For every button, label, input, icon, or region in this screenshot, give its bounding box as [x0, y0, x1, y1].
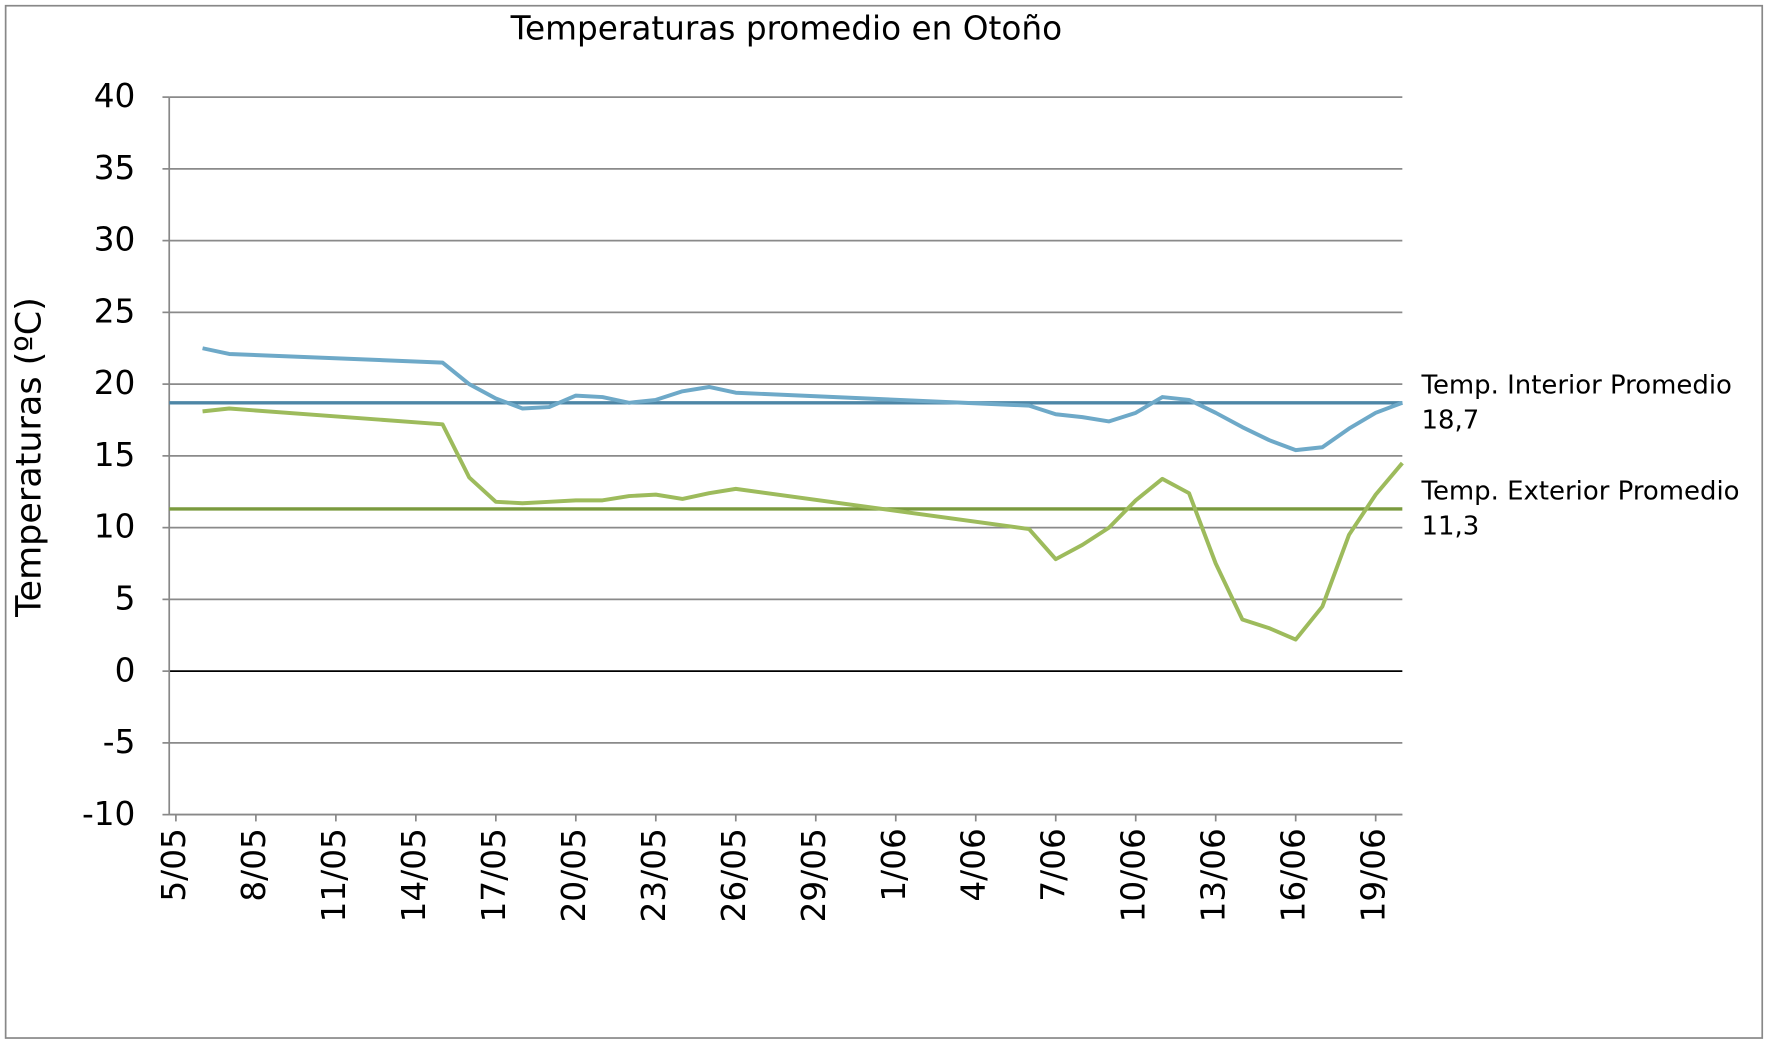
x-tick-label: 8/05 [235, 828, 273, 901]
y-axis-title: Temperaturas (ºC) [9, 297, 49, 618]
x-tick-label: 17/05 [475, 828, 513, 922]
average-value-label: 18,7 [1422, 405, 1480, 435]
x-tick-label: 29/05 [795, 828, 833, 922]
x-tick-label: 5/05 [155, 828, 193, 901]
average-value-label: 11,3 [1422, 512, 1480, 542]
x-tick-label: 7/06 [1035, 828, 1073, 901]
x-tick-label: 14/05 [395, 828, 433, 922]
series-line [202, 406, 1404, 642]
x-tick-label: 16/06 [1275, 828, 1313, 922]
y-tick-label: 30 [94, 221, 136, 259]
y-tick-label: 0 [115, 651, 136, 689]
y-tick-label: 35 [94, 149, 136, 187]
y-tick-label: 5 [115, 580, 136, 618]
x-tick-label: 1/06 [875, 828, 913, 901]
x-tick-label: 26/05 [715, 828, 753, 922]
average-label: Temp. Interior Promedio [1421, 370, 1732, 400]
y-tick-label: -5 [103, 723, 136, 761]
series-line [202, 346, 1404, 453]
y-tick-label: -10 [82, 795, 135, 833]
y-tick-label: 10 [94, 508, 136, 546]
x-tick-label: 23/05 [635, 828, 673, 922]
x-tick-label: 20/05 [555, 828, 593, 922]
x-tick-label: 19/06 [1355, 828, 1393, 922]
x-tick-label: 11/05 [315, 828, 353, 922]
y-tick-label: 40 [94, 77, 136, 115]
x-tick-label: 13/06 [1195, 828, 1233, 922]
chart-border [4, 4, 1764, 1039]
y-tick-label: 15 [94, 436, 136, 474]
x-tick-label: 4/06 [955, 828, 993, 901]
y-tick-label: 25 [94, 292, 136, 330]
x-tick-label: 10/06 [1115, 828, 1153, 922]
average-label: Temp. Exterior Promedio [1421, 477, 1740, 507]
y-tick-label: 20 [94, 364, 136, 402]
chart-title: Temperaturas promedio en Otoño [510, 10, 1063, 48]
